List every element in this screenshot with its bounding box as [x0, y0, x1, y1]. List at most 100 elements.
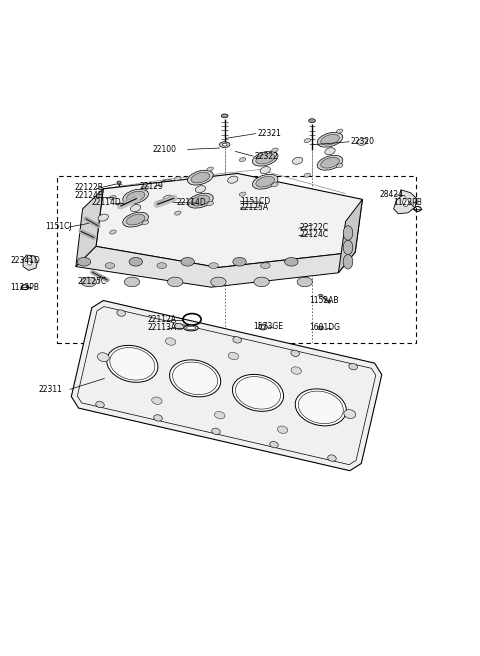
Ellipse shape [152, 397, 162, 404]
Ellipse shape [261, 325, 265, 329]
Text: 22124B: 22124B [74, 192, 103, 201]
Ellipse shape [168, 277, 183, 287]
Ellipse shape [207, 167, 214, 171]
Ellipse shape [261, 262, 270, 268]
Text: 1573GE: 1573GE [253, 322, 283, 331]
Text: 22129: 22129 [139, 182, 163, 191]
Ellipse shape [314, 233, 317, 235]
Ellipse shape [277, 426, 288, 434]
Ellipse shape [27, 258, 32, 265]
Ellipse shape [222, 143, 227, 146]
Bar [57, 176, 416, 343]
Text: 1601DG: 1601DG [310, 323, 341, 331]
Ellipse shape [209, 262, 218, 268]
Ellipse shape [181, 257, 194, 266]
Ellipse shape [292, 157, 303, 164]
Ellipse shape [175, 323, 183, 330]
Ellipse shape [188, 170, 213, 185]
Text: 1123PB: 1123PB [394, 197, 422, 207]
Polygon shape [76, 247, 355, 287]
Ellipse shape [232, 375, 284, 411]
Ellipse shape [336, 129, 343, 133]
Ellipse shape [191, 195, 210, 206]
Text: 22341D: 22341D [11, 256, 40, 265]
Ellipse shape [298, 391, 343, 424]
Ellipse shape [343, 255, 353, 269]
Ellipse shape [126, 192, 145, 202]
Ellipse shape [191, 173, 210, 183]
Polygon shape [23, 255, 37, 270]
Ellipse shape [117, 310, 125, 316]
Ellipse shape [291, 367, 301, 374]
Text: 22114D: 22114D [91, 197, 121, 207]
Ellipse shape [207, 201, 214, 206]
Ellipse shape [110, 348, 155, 380]
Ellipse shape [343, 240, 353, 255]
Ellipse shape [325, 148, 335, 155]
Ellipse shape [219, 142, 230, 148]
Polygon shape [76, 189, 103, 266]
Text: 1123PB: 1123PB [11, 283, 39, 292]
Ellipse shape [239, 192, 246, 196]
Ellipse shape [195, 186, 205, 193]
Polygon shape [72, 300, 382, 471]
Ellipse shape [98, 214, 108, 221]
Text: 22113A: 22113A [148, 323, 177, 331]
Ellipse shape [318, 326, 324, 330]
Ellipse shape [233, 257, 246, 266]
Ellipse shape [129, 257, 143, 266]
Ellipse shape [343, 226, 353, 240]
Ellipse shape [272, 148, 278, 152]
Ellipse shape [256, 176, 275, 187]
Ellipse shape [285, 257, 298, 266]
Ellipse shape [77, 257, 91, 266]
Ellipse shape [109, 230, 116, 234]
Ellipse shape [211, 277, 226, 287]
Ellipse shape [344, 409, 356, 419]
Ellipse shape [131, 205, 141, 212]
Ellipse shape [319, 294, 323, 297]
Polygon shape [394, 190, 417, 214]
Ellipse shape [309, 119, 315, 123]
Ellipse shape [291, 350, 300, 356]
Ellipse shape [259, 324, 267, 330]
Ellipse shape [117, 181, 121, 184]
Polygon shape [96, 173, 362, 268]
Text: 28424: 28424 [379, 190, 403, 199]
Ellipse shape [157, 262, 167, 268]
Ellipse shape [160, 180, 176, 190]
Ellipse shape [349, 363, 358, 370]
Ellipse shape [173, 362, 217, 395]
Ellipse shape [239, 157, 246, 161]
Text: 22125A: 22125A [240, 203, 269, 213]
Ellipse shape [116, 195, 122, 199]
Ellipse shape [174, 176, 181, 180]
Ellipse shape [123, 213, 148, 227]
Ellipse shape [142, 186, 149, 190]
Ellipse shape [320, 327, 322, 329]
Ellipse shape [174, 211, 181, 215]
Ellipse shape [163, 195, 173, 202]
Ellipse shape [357, 138, 368, 145]
Ellipse shape [270, 441, 278, 448]
Ellipse shape [154, 415, 162, 421]
Ellipse shape [321, 157, 339, 168]
Ellipse shape [186, 326, 196, 330]
Ellipse shape [304, 138, 311, 142]
Text: 22320: 22320 [350, 137, 374, 146]
Ellipse shape [107, 345, 158, 382]
Ellipse shape [260, 167, 270, 174]
Ellipse shape [233, 337, 241, 343]
Ellipse shape [126, 215, 145, 225]
Text: 1151CD: 1151CD [240, 197, 270, 206]
Ellipse shape [109, 195, 116, 199]
Ellipse shape [228, 352, 239, 359]
Ellipse shape [297, 277, 312, 287]
Ellipse shape [221, 114, 228, 118]
Ellipse shape [313, 232, 319, 236]
Ellipse shape [96, 401, 104, 408]
Text: 22122B: 22122B [74, 183, 103, 192]
Text: 22124C: 22124C [299, 230, 328, 239]
Text: 22114D: 22114D [177, 197, 206, 207]
Ellipse shape [105, 262, 115, 268]
